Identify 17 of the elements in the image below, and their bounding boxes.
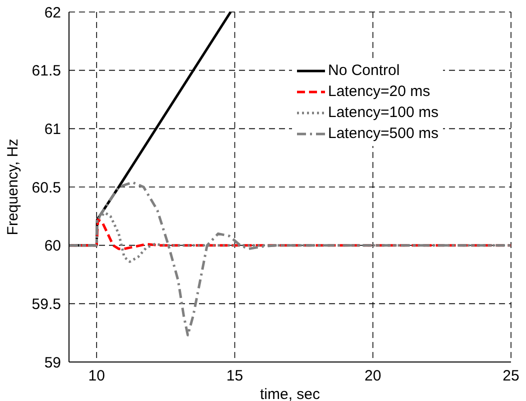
y-tick-label: 59.5 — [32, 296, 61, 313]
x-tick-label: 10 — [88, 368, 105, 385]
x-tick-label: 15 — [226, 368, 244, 385]
x-axis-title: time, sec — [260, 386, 321, 401]
legend-label: Latency=100 ms — [328, 103, 438, 123]
y-tick-label: 61 — [44, 120, 61, 138]
x-tick-label: 25 — [502, 368, 520, 385]
y-axis-title: Frequency, Hz — [4, 138, 22, 236]
y-tick-label: 61.5 — [32, 62, 61, 80]
x-tick-label: 20 — [364, 368, 382, 385]
legend-label: No Control — [328, 61, 400, 81]
y-tick-label: 59 — [44, 354, 61, 372]
legend-label: Latency=500 ms — [328, 124, 438, 144]
y-tick-label: 62 — [44, 4, 61, 22]
legend-label: Latency=20 ms — [328, 82, 430, 102]
y-tick-label: 60 — [44, 238, 61, 255]
y-tick-label: 60.5 — [32, 179, 61, 196]
